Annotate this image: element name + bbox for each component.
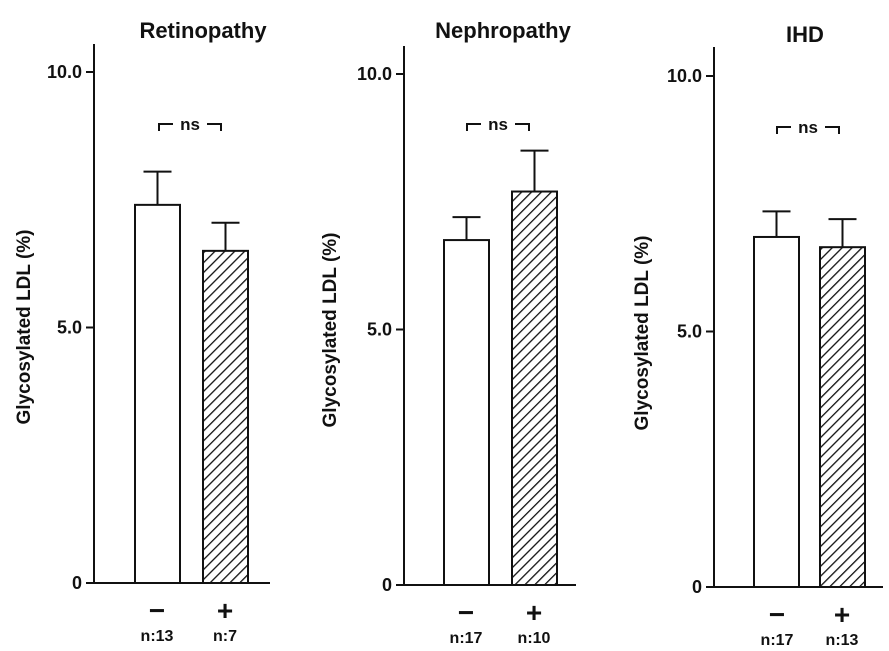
- sample-size-label: n:13: [826, 632, 859, 649]
- category-label-positive: +: [217, 595, 233, 626]
- y-tick-label: 0: [382, 575, 392, 595]
- y-tick-label: 5.0: [677, 322, 702, 342]
- bar-positive: [819, 246, 866, 588]
- y-tick-label: 0: [72, 573, 82, 593]
- y-tick-label: 5.0: [367, 320, 392, 340]
- error-bar: [520, 149, 549, 192]
- error-bar: [762, 210, 791, 237]
- bar-positive: [202, 249, 249, 584]
- y-tick-label: 0: [692, 577, 702, 597]
- y-axis-label: Glycosylated LDL (%): [632, 236, 653, 431]
- sample-size-label: n:10: [518, 630, 551, 647]
- chart-panel-nephropathy: Nephropathy Glycosylated LDL (%) 0 5.0 1…: [320, 18, 576, 647]
- y-tick-label: 10.0: [357, 64, 392, 84]
- error-bar: [828, 218, 857, 248]
- sample-size-label: n:17: [450, 630, 483, 647]
- sample-size-label: n:17: [761, 632, 794, 649]
- panel-title: Retinopathy: [139, 18, 267, 43]
- significance-bracket: [158, 123, 222, 131]
- significance-bracket: [776, 126, 840, 134]
- chart-panel-ihd: IHD Glycosylated LDL (%) 0 5.0 10.0 ns −…: [632, 22, 883, 649]
- significance-label: ns: [798, 118, 818, 137]
- chart-panel-retinopathy: Retinopathy Glycosylated LDL (%) 0 5.0 1…: [14, 18, 270, 645]
- category-label-negative: −: [149, 595, 165, 626]
- sample-size-label: n:7: [213, 628, 237, 645]
- y-axis-label: Glycosylated LDL (%): [14, 230, 35, 425]
- error-bar: [211, 221, 240, 251]
- category-label-negative: −: [458, 597, 474, 628]
- y-tick-label: 10.0: [47, 62, 82, 82]
- panel-title: IHD: [786, 22, 824, 47]
- bar-negative: [134, 203, 181, 585]
- panel-title: Nephropathy: [435, 18, 571, 43]
- bar-positive: [511, 190, 558, 586]
- category-label-positive: +: [526, 597, 542, 628]
- category-label-negative: −: [769, 599, 785, 630]
- significance-bracket: [466, 123, 530, 131]
- error-bar: [452, 216, 481, 241]
- sample-size-label: n:13: [141, 628, 174, 645]
- significance-label: ns: [180, 115, 200, 134]
- y-tick-label: 10.0: [667, 66, 702, 86]
- bar-negative: [443, 239, 490, 586]
- bar-negative: [753, 235, 800, 588]
- significance-label: ns: [488, 115, 508, 134]
- y-tick-label: 5.0: [57, 318, 82, 338]
- y-axis-label: Glycosylated LDL (%): [320, 233, 341, 428]
- category-label-positive: +: [834, 599, 850, 630]
- error-bar: [143, 170, 172, 205]
